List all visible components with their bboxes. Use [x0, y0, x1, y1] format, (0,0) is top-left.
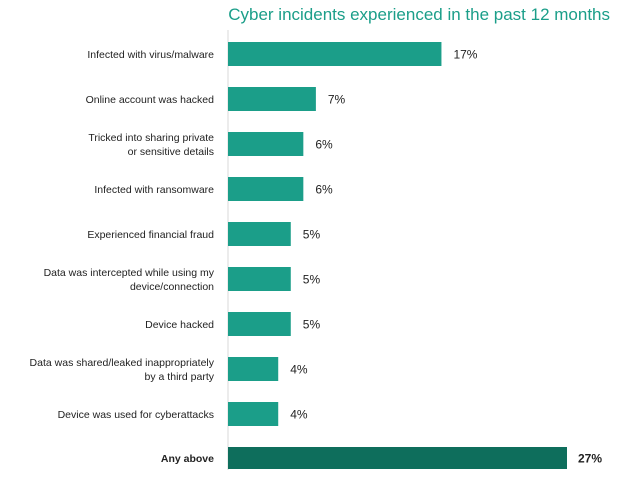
- bar: [228, 402, 279, 426]
- category-label: Data was intercepted while using my devic…: [44, 267, 215, 293]
- category-label: Tricked into sharing private or sensitive…: [88, 132, 214, 158]
- category-label: Infected with ransomware: [94, 184, 214, 196]
- value-label: 4%: [290, 363, 308, 377]
- value-label: 5%: [303, 318, 321, 332]
- value-label: 5%: [303, 228, 321, 242]
- bar: [228, 177, 304, 201]
- value-label: 4%: [290, 408, 308, 422]
- value-label: 7%: [328, 93, 346, 107]
- value-label: 6%: [315, 183, 333, 197]
- bar: [228, 222, 291, 246]
- category-label: Experienced financial fraud: [87, 229, 214, 241]
- bar-total: [228, 447, 567, 469]
- value-label: 5%: [303, 273, 321, 287]
- category-label: Device hacked: [145, 319, 214, 331]
- bar: [228, 42, 442, 66]
- category-label: Any above: [161, 453, 214, 465]
- category-label: Data was shared/leaked inappropriately by…: [30, 357, 215, 383]
- chart-title: Cyber incidents experienced in the past …: [228, 5, 610, 24]
- bar: [228, 312, 291, 336]
- bar: [228, 132, 304, 156]
- bar: [228, 267, 291, 291]
- category-label: Infected with virus/malware: [87, 49, 214, 61]
- bar: [228, 357, 279, 381]
- value-label: 6%: [315, 138, 333, 152]
- bar: [228, 87, 316, 111]
- category-label: Device was used for cyberattacks: [58, 409, 214, 421]
- value-label: 27%: [578, 452, 602, 466]
- value-label: 17%: [453, 48, 477, 62]
- category-label: Online account was hacked: [86, 94, 215, 106]
